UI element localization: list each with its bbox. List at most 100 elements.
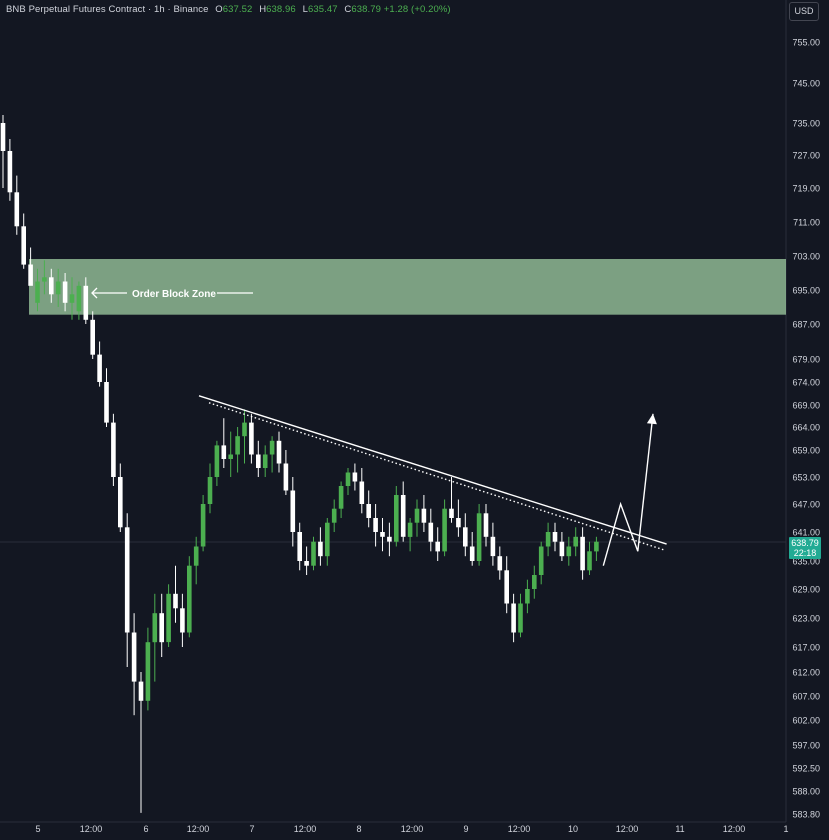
- candle[interactable]: [380, 518, 385, 552]
- candle[interactable]: [276, 431, 282, 473]
- candle[interactable]: [449, 477, 454, 523]
- candle[interactable]: [152, 593, 158, 682]
- candle[interactable]: [435, 527, 440, 561]
- trendline-solid: [198, 395, 667, 545]
- order-block-annotation: Order Block Zone: [91, 287, 253, 300]
- candle[interactable]: [414, 499, 420, 537]
- candle[interactable]: [28, 247, 33, 286]
- candle[interactable]: [366, 490, 371, 528]
- currency-button[interactable]: USD: [789, 2, 819, 21]
- candle[interactable]: [187, 556, 192, 638]
- candle[interactable]: [566, 536, 572, 566]
- candle[interactable]: [76, 281, 82, 320]
- candle[interactable]: [331, 499, 337, 533]
- candle[interactable]: [228, 431, 233, 477]
- candle[interactable]: [311, 536, 316, 571]
- candle[interactable]: [180, 593, 185, 647]
- candle[interactable]: [69, 277, 75, 320]
- candle[interactable]: [138, 672, 144, 813]
- candle[interactable]: [387, 522, 392, 557]
- candle[interactable]: [145, 627, 151, 711]
- candle[interactable]: [297, 522, 302, 571]
- candle[interactable]: [207, 463, 213, 514]
- candle[interactable]: [173, 565, 178, 623]
- candle[interactable]: [559, 532, 565, 561]
- candle[interactable]: [504, 556, 509, 614]
- candle[interactable]: [373, 504, 378, 547]
- candle[interactable]: [42, 260, 47, 295]
- candle[interactable]: [214, 440, 220, 486]
- candle[interactable]: [35, 268, 40, 312]
- candle[interactable]: [304, 546, 309, 576]
- candle[interactable]: [511, 593, 516, 643]
- candle[interactable]: [463, 513, 468, 557]
- candle-body: [145, 642, 151, 701]
- candle[interactable]: [538, 541, 544, 585]
- candle[interactable]: [497, 546, 503, 580]
- candle[interactable]: [400, 481, 406, 542]
- candle[interactable]: [221, 418, 227, 468]
- candle[interactable]: [573, 527, 578, 557]
- candle[interactable]: [359, 468, 365, 514]
- projection-path[interactable]: [602, 413, 657, 566]
- candle[interactable]: [587, 541, 592, 575]
- candle[interactable]: [269, 436, 275, 473]
- candle[interactable]: [490, 522, 496, 566]
- candle[interactable]: [104, 368, 109, 427]
- candle[interactable]: [338, 481, 344, 519]
- candle[interactable]: [283, 450, 289, 495]
- candle[interactable]: [442, 499, 447, 557]
- candle[interactable]: [421, 495, 427, 532]
- candle[interactable]: [131, 613, 137, 716]
- descending-trendline[interactable]: [198, 395, 667, 551]
- candle[interactable]: [456, 499, 461, 537]
- candle[interactable]: [532, 565, 537, 599]
- candle[interactable]: [318, 527, 323, 566]
- candle[interactable]: [21, 213, 26, 269]
- candle[interactable]: [200, 495, 206, 552]
- candle[interactable]: [159, 593, 164, 657]
- candle[interactable]: [407, 518, 413, 552]
- candle[interactable]: [325, 518, 330, 566]
- candle[interactable]: [90, 311, 95, 359]
- candle[interactable]: [545, 522, 551, 557]
- candle[interactable]: [166, 584, 171, 647]
- candle[interactable]: [428, 508, 434, 552]
- candle[interactable]: [483, 504, 489, 547]
- candle[interactable]: [469, 532, 475, 566]
- time-tick-label: 12:00: [508, 824, 531, 834]
- candle[interactable]: [552, 522, 558, 552]
- candle[interactable]: [118, 463, 123, 533]
- candle[interactable]: [62, 273, 68, 312]
- candle[interactable]: [594, 536, 599, 561]
- time-tick-label: 12:00: [187, 824, 210, 834]
- candle[interactable]: [242, 409, 247, 464]
- order-block-zone-rect[interactable]: [29, 259, 786, 315]
- candle[interactable]: [124, 513, 130, 667]
- candle[interactable]: [55, 268, 61, 307]
- candle[interactable]: [476, 504, 482, 566]
- candle[interactable]: [352, 463, 358, 491]
- candle[interactable]: [0, 115, 6, 188]
- candle[interactable]: [345, 468, 351, 495]
- candle[interactable]: [525, 579, 530, 614]
- order-block-zone[interactable]: [29, 259, 786, 315]
- price-tick-label: 623.00: [792, 614, 820, 624]
- candle[interactable]: [394, 486, 399, 547]
- candle[interactable]: [290, 477, 296, 547]
- candle[interactable]: [193, 536, 199, 585]
- price-tick-label: 679.00: [792, 355, 820, 365]
- candle[interactable]: [14, 175, 20, 235]
- candle[interactable]: [262, 445, 268, 477]
- candle[interactable]: [7, 139, 13, 201]
- candle[interactable]: [111, 413, 116, 486]
- candle[interactable]: [97, 341, 102, 387]
- candle[interactable]: [49, 268, 54, 303]
- candle[interactable]: [83, 277, 89, 324]
- candle[interactable]: [518, 593, 523, 638]
- candle[interactable]: [580, 527, 585, 580]
- candle[interactable]: [249, 413, 254, 464]
- candle[interactable]: [235, 427, 240, 473]
- candle[interactable]: [256, 440, 261, 477]
